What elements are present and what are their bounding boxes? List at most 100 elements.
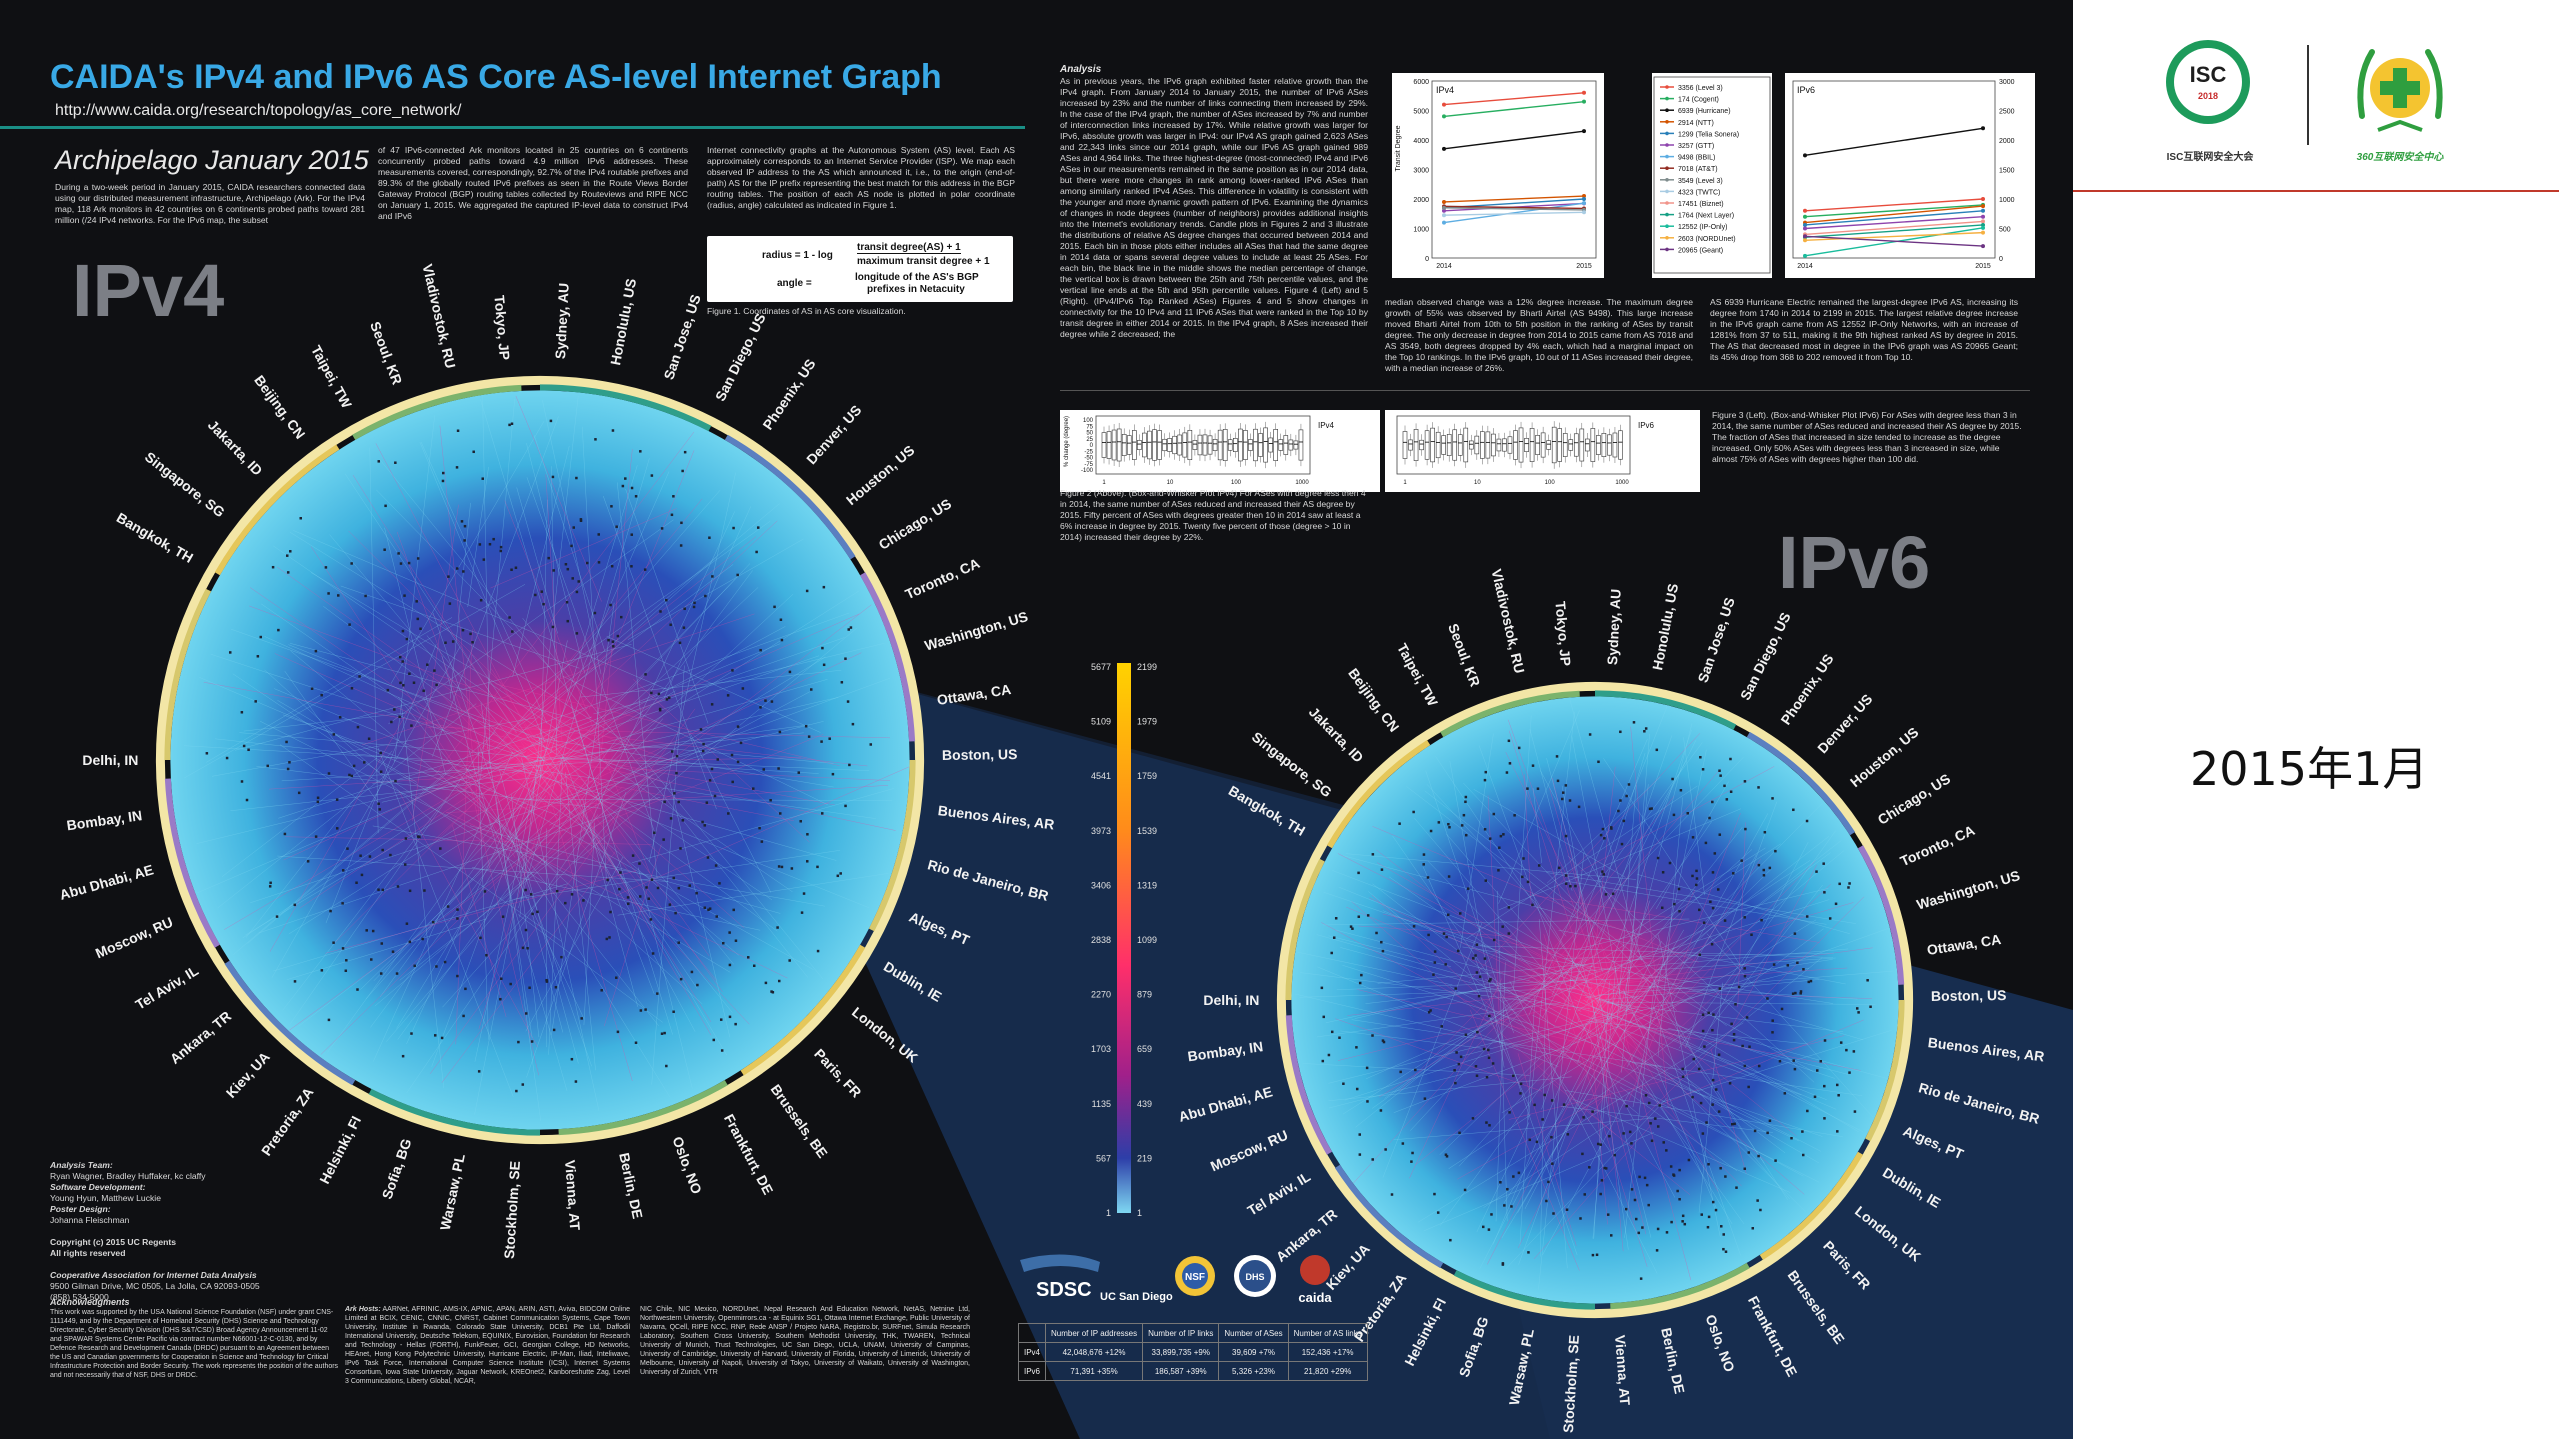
chart-title: IPv6 — [1797, 85, 1815, 95]
series-line — [1443, 205, 1585, 210]
color-bar-tick: 3973 — [1091, 826, 1111, 836]
color-bar-tick: 1 — [1106, 1208, 1111, 1218]
caida-phone: (858) 534-5000 — [50, 1292, 109, 1300]
dhs-text: DHS — [1245, 1272, 1264, 1282]
box — [1253, 428, 1258, 462]
table-cell: 42,048,676 +12% — [1045, 1342, 1144, 1362]
table-cell: 71,391 +35% — [1045, 1361, 1144, 1381]
tick-label: -75 — [1084, 462, 1093, 468]
software-team: Young Hyun, Matthew Luckie — [50, 1193, 161, 1203]
360-caption: 360互联网安全中心 — [2356, 152, 2444, 163]
box — [1601, 433, 1607, 457]
box — [1485, 431, 1491, 459]
poster-design-heading: Poster Design: — [50, 1204, 111, 1214]
ark-hosts-heading: Ark Hosts: — [345, 1306, 381, 1313]
poster-url[interactable]: http://www.caida.org/research/topology/a… — [55, 102, 462, 119]
series-point — [1803, 208, 1807, 213]
series-point — [1803, 238, 1807, 243]
ack-heading: Acknowledgments — [50, 1298, 130, 1307]
legend-entry: 2603 (NORDUnet) — [1678, 236, 1736, 243]
graph-edges — [1294, 699, 1894, 1290]
series-line — [1804, 205, 1984, 224]
tick-label: 50 — [1086, 431, 1093, 437]
rights: All rights reserved — [50, 1248, 126, 1258]
legend-entry: 1764 (Next Layer) — [1678, 213, 1734, 220]
series-point — [1803, 226, 1807, 231]
series-line — [1804, 220, 1984, 236]
box — [1540, 432, 1546, 458]
box — [1424, 430, 1430, 460]
box — [1207, 435, 1213, 455]
legend-marker — [1665, 166, 1669, 170]
ucsd-text: UC San Diego — [1100, 1291, 1173, 1303]
poster-title: CAIDA's IPv4 and IPv6 AS Core AS-level I… — [50, 58, 942, 96]
box — [1278, 439, 1284, 451]
tick-label: 10 — [1474, 480, 1481, 486]
tick-label: 0 — [1090, 443, 1094, 449]
caida-logo — [1300, 1255, 1330, 1285]
box — [1607, 434, 1612, 456]
table-cell: 152,436 +17% — [1287, 1342, 1368, 1362]
legend-entry: 1299 (Telia Sonera) — [1678, 131, 1739, 138]
box — [1562, 433, 1568, 457]
tick-label: -50 — [1084, 456, 1093, 462]
box — [1197, 434, 1203, 456]
box — [1452, 429, 1458, 461]
tick-label: 100 — [1083, 418, 1094, 424]
tick-label: 10 — [1167, 480, 1174, 486]
box — [1152, 429, 1157, 461]
figure1-caption: Figure 1. Coordinates of AS in AS core v… — [707, 306, 906, 316]
series-point — [1442, 114, 1446, 119]
tick-label: 75 — [1086, 424, 1093, 430]
series-point — [1981, 219, 1985, 224]
legend-marker — [1665, 178, 1669, 182]
table-cell: IPv6 — [1017, 1361, 1047, 1381]
box — [1217, 429, 1223, 461]
tick-label: 100 — [1545, 480, 1556, 486]
analysis-divider — [1060, 390, 2030, 391]
series-point — [1442, 102, 1446, 107]
axis-label: % change (degree) — [1064, 416, 1070, 467]
box — [1132, 430, 1137, 460]
table-header: Number of IP links — [1142, 1323, 1220, 1343]
plot-frame — [1792, 80, 1996, 259]
series-point — [1803, 253, 1807, 258]
legend-marker — [1665, 143, 1669, 147]
tick-label: 1 — [1102, 480, 1106, 486]
caida-logo-text: caida — [1298, 1290, 1332, 1305]
legend-entry: 7018 (AT&T) — [1678, 166, 1718, 173]
legend-frame — [1653, 76, 1771, 274]
logo-separator — [2307, 45, 2309, 145]
ipv4-box-plot: IPv4 100 75 50 25 0 -25 -50 -75 -100% change (deg… — [1060, 410, 1380, 492]
color-bar-tick: 1135 — [1092, 1099, 1111, 1109]
box — [1469, 440, 1474, 450]
intro-text-col3: Internet connectivity graphs at the Auto… — [707, 145, 1015, 210]
box — [1496, 438, 1502, 452]
box — [1529, 428, 1535, 462]
table-row: IPv6 71,391 +35% 186,587 +39% 5,326 +23%… — [1017, 1361, 1368, 1381]
table-row: IPv4 42,048,676 +12% 33,899,735 +9% 39,6… — [1017, 1342, 1368, 1362]
legend-marker — [1665, 189, 1669, 194]
series-line — [1443, 195, 1585, 203]
series-point — [1442, 146, 1446, 151]
graph-nodes — [1320, 721, 1872, 1280]
box — [1507, 436, 1513, 454]
tick-label: 2014 — [1797, 263, 1813, 270]
box — [1293, 440, 1299, 450]
box — [1446, 434, 1452, 456]
color-bar-tick: 1759 — [1137, 771, 1157, 781]
legend-entry: 20965 (Geant) — [1678, 247, 1723, 254]
legend-entry: 3549 (Level 3) — [1678, 178, 1723, 185]
box — [1474, 435, 1480, 455]
box — [1106, 431, 1112, 459]
table-cell: 33,899,735 +9% — [1142, 1342, 1220, 1362]
series-point — [1582, 194, 1586, 199]
axis-label: Transit Degree — [1395, 125, 1402, 171]
box — [1518, 427, 1524, 463]
table-cell: 21,820 +29% — [1287, 1361, 1368, 1381]
legend-marker — [1665, 201, 1669, 205]
sponsor-logos: SDSC UC San Diego NSF DHS caida — [1020, 1254, 1332, 1305]
tick-label: 2000 — [1413, 197, 1429, 204]
color-bar-tick: 2838 — [1091, 935, 1111, 945]
